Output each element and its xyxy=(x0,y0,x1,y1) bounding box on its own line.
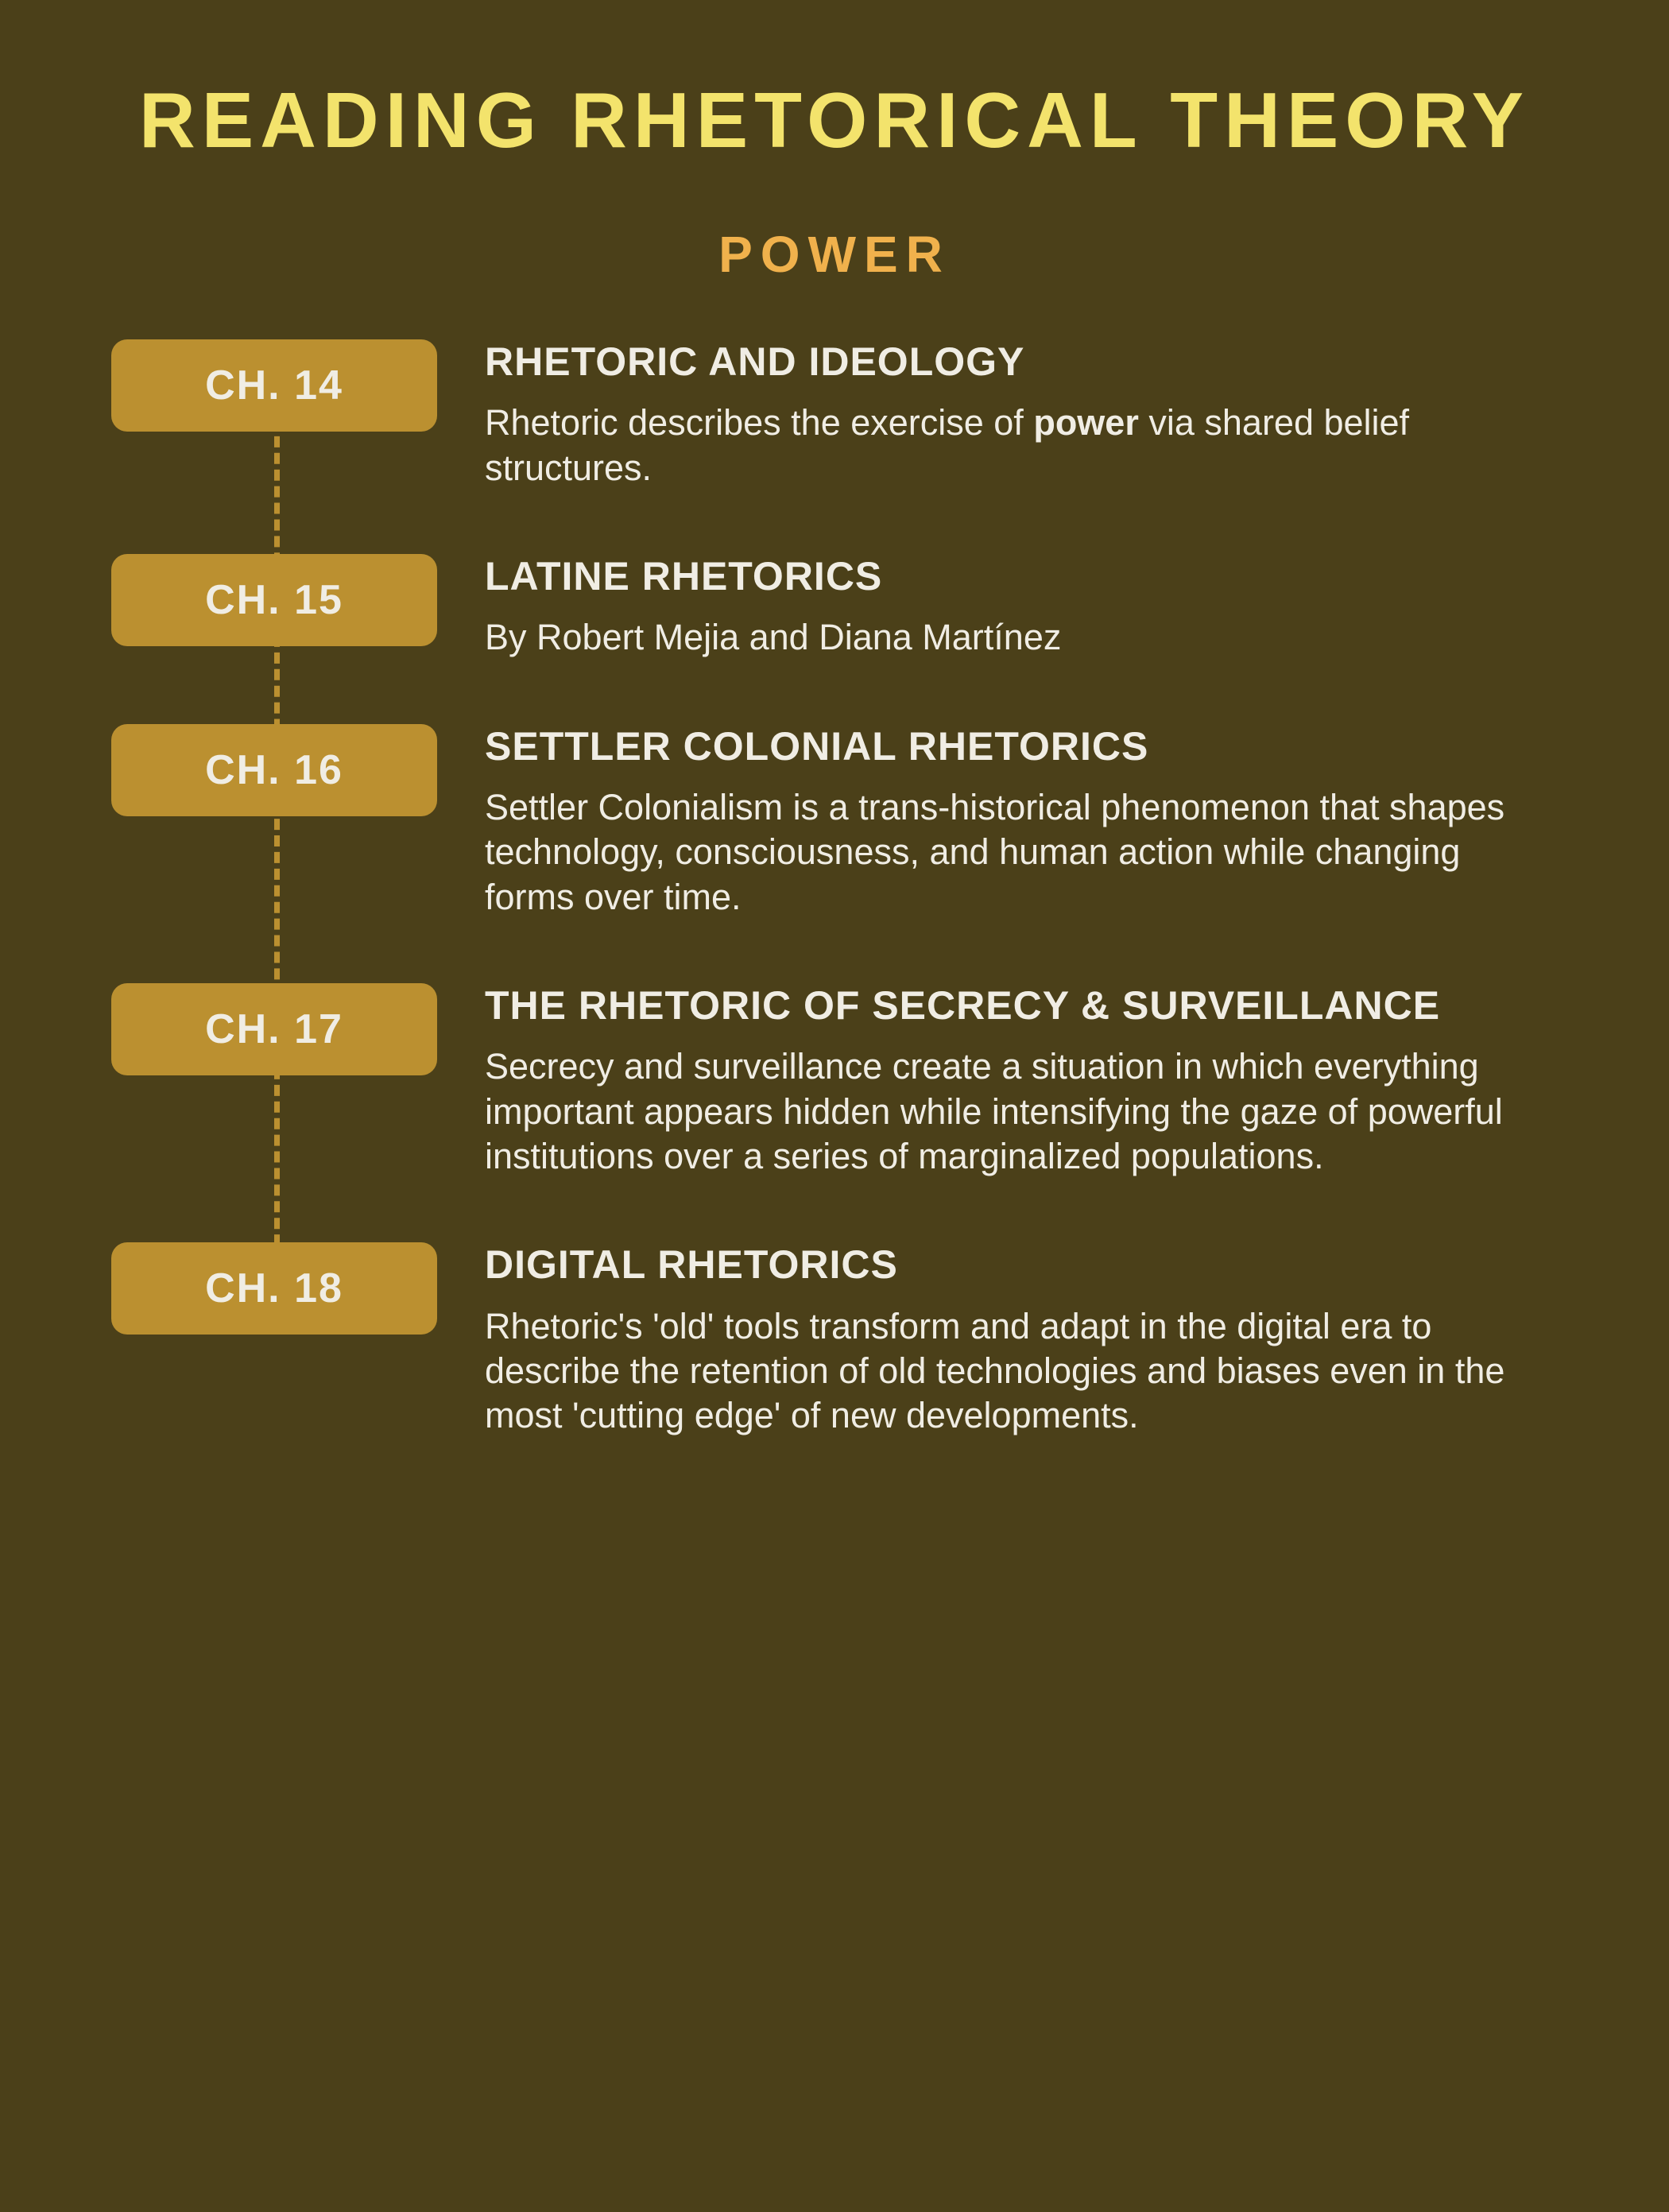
chapter-row: CH. 18 DIGITAL RHETORICS Rhetoric's 'old… xyxy=(111,1242,1558,1438)
chapter-row: CH. 14 RHETORIC AND IDEOLOGY Rhetoric de… xyxy=(111,339,1558,490)
chapter-description: Secrecy and surveillance create a situat… xyxy=(485,1044,1558,1179)
desc-text: Rhetoric describes the exercise of xyxy=(485,402,1033,443)
chapter-row: CH. 16 SETTLER COLONIAL RHETORICS Settle… xyxy=(111,724,1558,920)
chapter-title: SETTLER COLONIAL RHETORICS xyxy=(485,724,1558,770)
chapter-badge: CH. 15 xyxy=(111,554,437,646)
chapter-badge: CH. 17 xyxy=(111,983,437,1075)
timeline-container: CH. 14 RHETORIC AND IDEOLOGY Rhetoric de… xyxy=(111,339,1558,1439)
chapter-title: DIGITAL RHETORICS xyxy=(485,1242,1558,1288)
chapter-row: CH. 17 THE RHETORIC OF SECRECY & SURVEIL… xyxy=(111,983,1558,1179)
chapter-description: Settler Colonialism is a trans-historica… xyxy=(485,785,1558,920)
chapter-content: LATINE RHETORICS By Robert Mejia and Dia… xyxy=(437,554,1558,661)
chapter-badge: CH. 18 xyxy=(111,1242,437,1335)
chapter-title: RHETORIC AND IDEOLOGY xyxy=(485,339,1558,385)
chapter-row: CH. 15 LATINE RHETORICS By Robert Mejia … xyxy=(111,554,1558,661)
desc-bold: power xyxy=(1033,402,1139,443)
chapter-title: LATINE RHETORICS xyxy=(485,554,1558,600)
chapter-content: RHETORIC AND IDEOLOGY Rhetoric describes… xyxy=(437,339,1558,490)
main-title: READING RHETORICAL THEORY xyxy=(111,79,1558,161)
chapter-content: THE RHETORIC OF SECRECY & SURVEILLANCE S… xyxy=(437,983,1558,1179)
chapter-badge: CH. 14 xyxy=(111,339,437,432)
chapter-description: By Robert Mejia and Diana Martínez xyxy=(485,615,1558,660)
chapter-content: DIGITAL RHETORICS Rhetoric's 'old' tools… xyxy=(437,1242,1558,1438)
chapter-description: Rhetoric describes the exercise of power… xyxy=(485,401,1558,490)
subtitle: POWER xyxy=(111,225,1558,284)
chapter-content: SETTLER COLONIAL RHETORICS Settler Colon… xyxy=(437,724,1558,920)
chapter-description: Rhetoric's 'old' tools transform and ada… xyxy=(485,1304,1558,1439)
chapter-badge: CH. 16 xyxy=(111,724,437,816)
chapter-title: THE RHETORIC OF SECRECY & SURVEILLANCE xyxy=(485,983,1558,1029)
